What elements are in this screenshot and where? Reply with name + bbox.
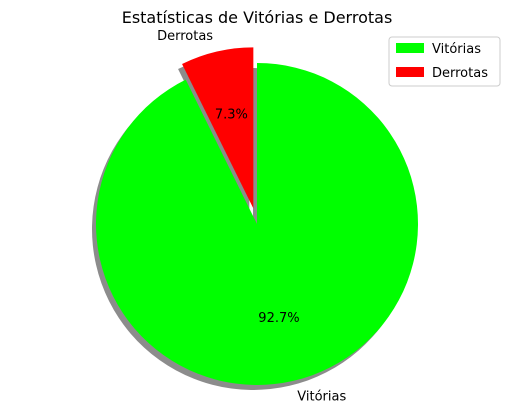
- pie-slice-derrotas: [182, 47, 254, 209]
- chart-title: Estatísticas de Vitórias e Derrotas: [122, 8, 393, 27]
- slice-percent-vitorias: 92.7%: [258, 311, 299, 326]
- slice-label-vitorias: Vitórias: [297, 389, 346, 404]
- legend-label-vitorias: Vitórias: [432, 42, 481, 57]
- slice-label-derrotas: Derrotas: [157, 29, 213, 44]
- legend-label-derrotas: Derrotas: [432, 66, 488, 81]
- legend-swatch-vitorias: [396, 43, 424, 53]
- pie-slices: [95, 47, 418, 386]
- pie-slice-vitorias: [95, 63, 418, 386]
- slice-percent-derrotas: 7.3%: [215, 107, 248, 122]
- legend-swatch-derrotas: [396, 67, 424, 77]
- legend: Vitórias Derrotas: [388, 36, 501, 87]
- pie-labels: Vitórias 92.7% Derrotas 7.3%: [157, 29, 346, 405]
